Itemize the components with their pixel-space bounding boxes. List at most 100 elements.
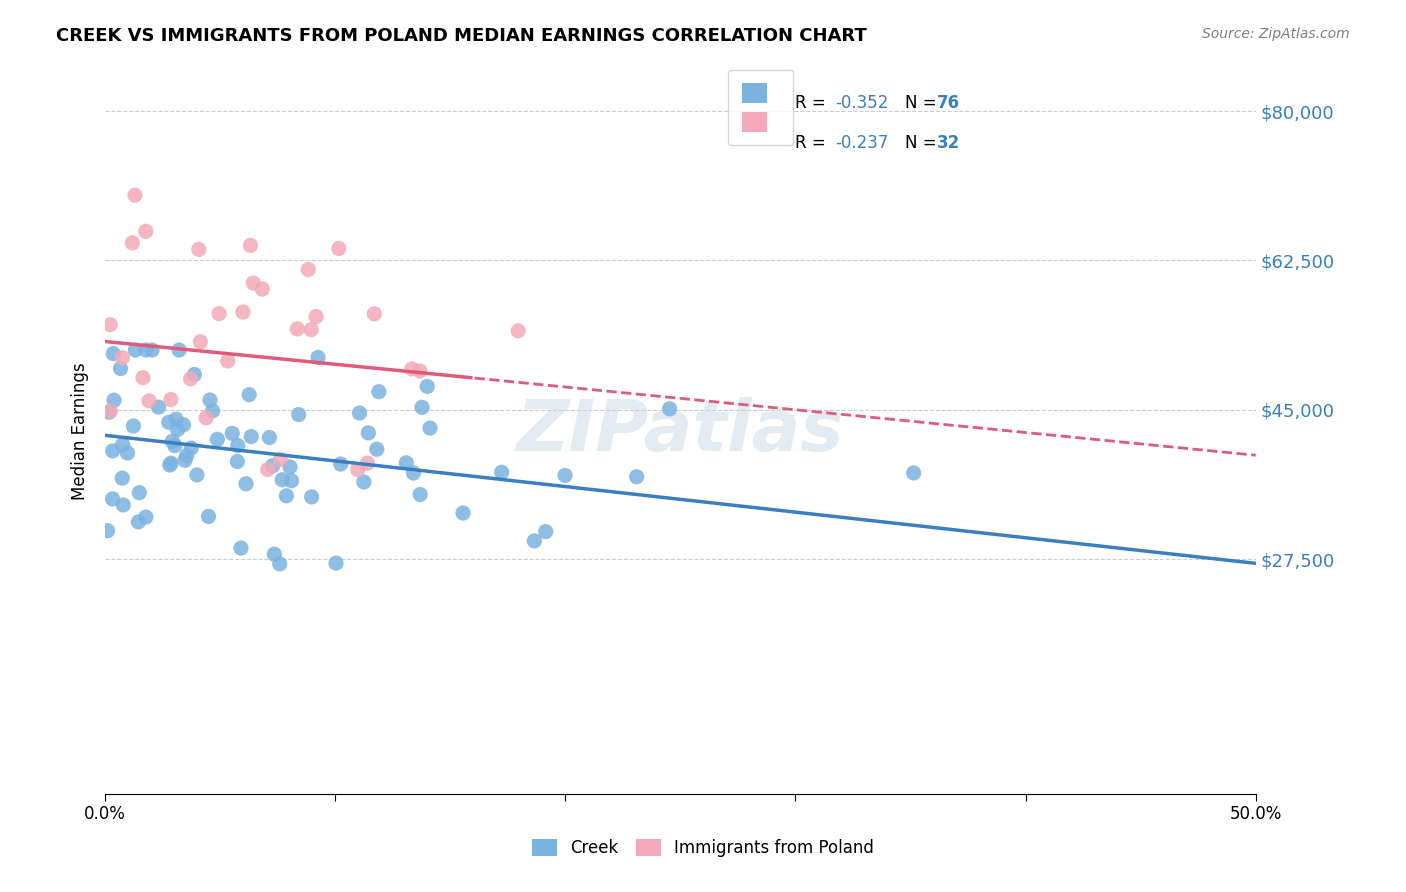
- Point: [409, 487, 432, 501]
- Text: 32: 32: [936, 135, 960, 153]
- Point: [112, 498, 135, 512]
- Point: [101, 444, 124, 458]
- Point: [416, 379, 439, 393]
- Point: [411, 401, 433, 415]
- Point: [242, 276, 264, 290]
- Point: [269, 452, 291, 467]
- Point: [186, 467, 208, 482]
- Point: [356, 456, 378, 470]
- Point: [658, 401, 681, 416]
- Point: [297, 262, 319, 277]
- Point: [148, 400, 170, 414]
- Text: N =: N =: [905, 135, 942, 153]
- Point: [141, 343, 163, 357]
- Point: [401, 362, 423, 376]
- Point: [124, 343, 146, 357]
- Point: [165, 412, 187, 426]
- Point: [110, 361, 132, 376]
- Point: [367, 384, 389, 399]
- Point: [135, 510, 157, 524]
- Point: [402, 466, 425, 480]
- Point: [226, 438, 249, 452]
- Point: [491, 465, 513, 479]
- Point: [285, 322, 308, 336]
- Point: [111, 438, 134, 452]
- Point: [166, 422, 188, 436]
- Point: [217, 354, 239, 368]
- Point: [176, 449, 198, 463]
- Point: [159, 458, 181, 472]
- Legend: Creek, Immigrants from Poland: Creek, Immigrants from Poland: [524, 831, 882, 866]
- Point: [240, 429, 263, 443]
- Y-axis label: Median Earnings: Median Earnings: [72, 362, 89, 500]
- Point: [301, 490, 323, 504]
- Point: [98, 405, 121, 419]
- Text: -0.352: -0.352: [835, 95, 889, 112]
- Point: [523, 533, 546, 548]
- Point: [132, 370, 155, 384]
- Point: [98, 318, 121, 332]
- Point: [167, 343, 190, 357]
- Point: [229, 541, 252, 555]
- Point: [160, 456, 183, 470]
- Point: [183, 368, 205, 382]
- Point: [198, 392, 221, 407]
- Point: [197, 509, 219, 524]
- Point: [239, 238, 262, 252]
- Point: [325, 556, 347, 570]
- Point: [346, 462, 368, 476]
- Point: [451, 506, 474, 520]
- Point: [188, 334, 211, 349]
- Point: [103, 393, 125, 408]
- Point: [363, 307, 385, 321]
- Point: [157, 415, 180, 429]
- Point: [353, 475, 375, 489]
- Point: [307, 351, 329, 365]
- Point: [252, 282, 274, 296]
- Point: [280, 474, 302, 488]
- Point: [262, 458, 284, 473]
- Point: [263, 547, 285, 561]
- Point: [135, 343, 157, 357]
- Text: N =: N =: [905, 95, 942, 112]
- Point: [96, 524, 118, 538]
- Point: [409, 364, 432, 378]
- Point: [508, 324, 530, 338]
- Point: [127, 515, 149, 529]
- Point: [103, 346, 125, 360]
- Point: [187, 243, 209, 257]
- Point: [221, 426, 243, 441]
- Legend: , : ,: [728, 70, 793, 145]
- Text: Source: ZipAtlas.com: Source: ZipAtlas.com: [1202, 27, 1350, 41]
- Point: [256, 462, 278, 476]
- Point: [271, 473, 294, 487]
- Point: [128, 485, 150, 500]
- Point: [259, 431, 281, 445]
- Point: [276, 489, 298, 503]
- Point: [278, 460, 301, 475]
- Point: [122, 419, 145, 434]
- Text: 76: 76: [936, 95, 960, 112]
- Text: R =: R =: [796, 135, 831, 153]
- Point: [180, 441, 202, 455]
- Point: [554, 468, 576, 483]
- Point: [121, 235, 143, 250]
- Point: [195, 410, 218, 425]
- Text: CREEK VS IMMIGRANTS FROM POLAND MEDIAN EARNINGS CORRELATION CHART: CREEK VS IMMIGRANTS FROM POLAND MEDIAN E…: [56, 27, 868, 45]
- Point: [305, 310, 328, 324]
- Point: [135, 224, 157, 238]
- Point: [226, 454, 249, 468]
- Point: [626, 469, 648, 483]
- Point: [111, 351, 134, 365]
- Point: [163, 439, 186, 453]
- Point: [101, 491, 124, 506]
- Point: [299, 323, 322, 337]
- Point: [232, 305, 254, 319]
- Point: [162, 434, 184, 449]
- Point: [124, 188, 146, 202]
- Point: [903, 466, 925, 480]
- Point: [160, 392, 183, 407]
- Point: [395, 456, 418, 470]
- Point: [111, 471, 134, 485]
- Point: [174, 453, 197, 467]
